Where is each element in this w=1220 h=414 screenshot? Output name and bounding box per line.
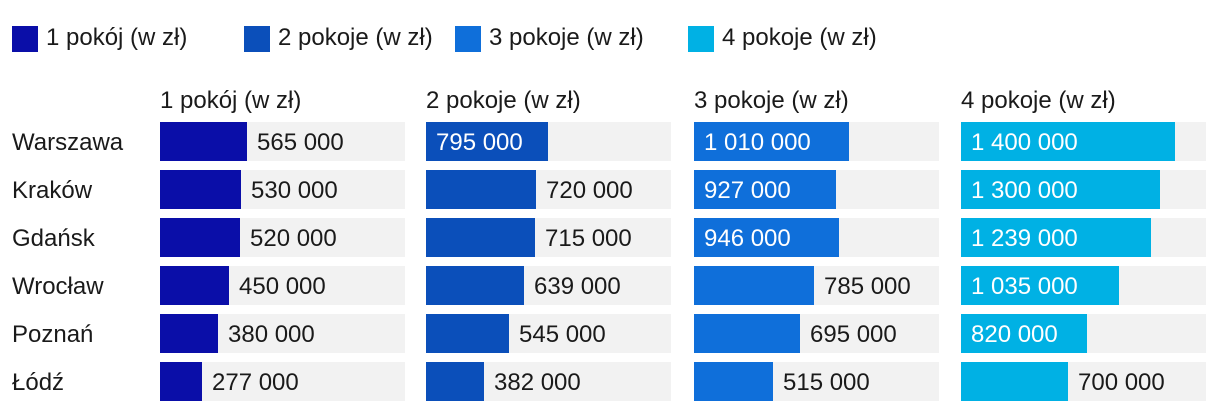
category-label: Poznań xyxy=(12,321,93,348)
bar xyxy=(160,170,241,209)
data-label: 1 239 000 xyxy=(971,225,1078,252)
legend-label: 4 pokoje (w zł) xyxy=(722,24,877,51)
data-label: 639 000 xyxy=(534,273,621,300)
bar xyxy=(961,266,1119,305)
panel-header: 4 pokoje (w zł) xyxy=(961,87,1116,114)
bar xyxy=(694,314,800,353)
data-label: 1 300 000 xyxy=(971,177,1078,204)
bar xyxy=(961,218,1151,257)
bar xyxy=(961,314,1087,353)
legend-swatch xyxy=(244,26,270,52)
data-label: 520 000 xyxy=(250,225,337,252)
bar xyxy=(694,170,836,209)
category-label: Kraków xyxy=(12,177,93,204)
category-label: Warszawa xyxy=(12,129,124,156)
bar xyxy=(961,362,1068,401)
panel-header: 1 pokój (w zł) xyxy=(160,87,301,114)
data-label: 530 000 xyxy=(251,177,338,204)
category-label: Łódź xyxy=(12,369,64,396)
legend-swatch xyxy=(12,26,38,52)
data-label: 946 000 xyxy=(704,225,791,252)
data-label: 565 000 xyxy=(257,129,344,156)
bar xyxy=(160,362,202,401)
data-label: 382 000 xyxy=(494,369,581,396)
data-label: 820 000 xyxy=(971,321,1058,348)
data-label: 545 000 xyxy=(519,321,606,348)
bar xyxy=(160,314,218,353)
bar xyxy=(694,362,773,401)
data-label: 720 000 xyxy=(546,177,633,204)
bar xyxy=(426,266,524,305)
bar xyxy=(160,122,247,161)
data-label: 1 400 000 xyxy=(971,129,1078,156)
legend-swatch xyxy=(688,26,714,52)
bar xyxy=(426,122,548,161)
bar xyxy=(426,362,484,401)
panel-header: 3 pokoje (w zł) xyxy=(694,87,849,114)
legend-label: 2 pokoje (w zł) xyxy=(278,24,433,51)
bar xyxy=(694,266,814,305)
category-label: Gdańsk xyxy=(12,225,96,252)
panel-header: 2 pokoje (w zł) xyxy=(426,87,581,114)
data-label: 277 000 xyxy=(212,369,299,396)
data-label: 795 000 xyxy=(436,129,523,156)
bar xyxy=(694,122,849,161)
data-label: 785 000 xyxy=(824,273,911,300)
bar xyxy=(426,218,535,257)
bar xyxy=(694,218,839,257)
data-label: 927 000 xyxy=(704,177,791,204)
legend-swatch xyxy=(455,26,481,52)
bar xyxy=(961,122,1175,161)
data-label: 700 000 xyxy=(1078,369,1165,396)
category-label: Wrocław xyxy=(12,273,104,300)
data-label: 1 035 000 xyxy=(971,273,1078,300)
bar xyxy=(426,314,509,353)
data-label: 715 000 xyxy=(545,225,632,252)
data-label: 695 000 xyxy=(810,321,897,348)
data-label: 450 000 xyxy=(239,273,326,300)
data-label: 1 010 000 xyxy=(704,129,811,156)
bar xyxy=(961,170,1160,209)
bar xyxy=(426,170,536,209)
bar xyxy=(160,266,229,305)
legend-label: 1 pokój (w zł) xyxy=(46,24,188,51)
data-label: 380 000 xyxy=(228,321,315,348)
data-label: 515 000 xyxy=(783,369,870,396)
legend-label: 3 pokoje (w zł) xyxy=(489,24,644,51)
bar xyxy=(160,218,240,257)
